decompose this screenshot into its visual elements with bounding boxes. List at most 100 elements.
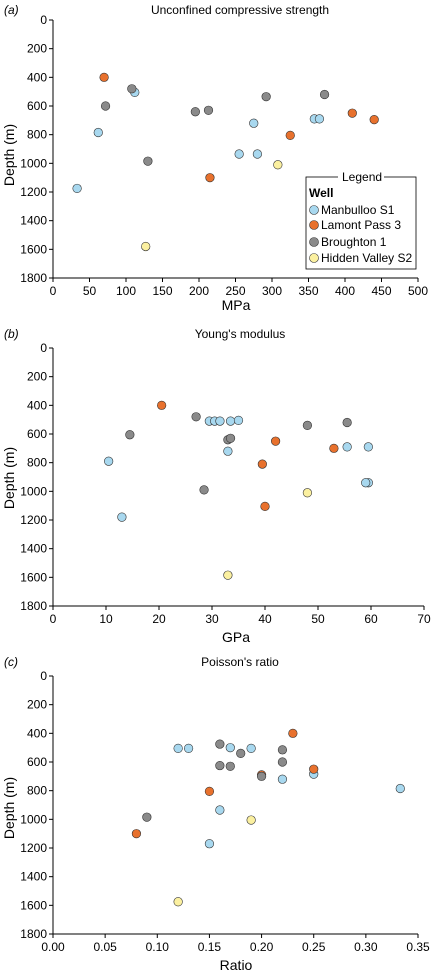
x-tick-label: 0 xyxy=(50,612,57,626)
point-manbulloo-s1 xyxy=(173,743,183,753)
point-broughton-1 xyxy=(302,420,313,431)
point-manbulloo-s1 xyxy=(204,839,215,849)
x-tick-label: 0.05 xyxy=(93,940,117,954)
x-tick-label: 350 xyxy=(298,284,318,298)
point-manbulloo-s1 xyxy=(225,743,235,753)
panel-c-xlabel: Ratio xyxy=(220,957,253,973)
point-manbulloo-s1 xyxy=(72,183,82,194)
x-tick-label: 70 xyxy=(417,612,431,626)
y-tick-label: 200 xyxy=(27,42,47,56)
y-tick-label: 1400 xyxy=(20,870,47,884)
y-tick-label: 1800 xyxy=(20,599,47,613)
legend-marker-hidden-valley xyxy=(309,253,319,263)
y-tick-label: 1000 xyxy=(20,812,47,826)
y-tick-label: 400 xyxy=(27,70,47,84)
panel-c-ylabel: Depth (m) xyxy=(1,777,17,839)
point-hidden-valley-s2 xyxy=(273,160,283,170)
point-manbulloo-s1 xyxy=(233,415,244,425)
legend-label-lamont: Lamont Pass 3 xyxy=(321,218,401,232)
point-broughton-1 xyxy=(143,156,153,166)
point-lamont-pass-3 xyxy=(271,436,281,446)
point-broughton-1 xyxy=(125,430,135,440)
point-manbulloo-s1 xyxy=(395,783,405,794)
point-manbulloo-s1 xyxy=(225,416,236,426)
point-broughton-1 xyxy=(190,107,200,117)
legend-marker-lamont xyxy=(309,220,319,230)
y-tick-label: 0 xyxy=(40,341,47,355)
y-tick-label: 1600 xyxy=(20,898,47,912)
y-tick-label: 200 xyxy=(27,698,47,712)
y-tick-label: 1400 xyxy=(20,542,47,556)
x-tick-label: 0.10 xyxy=(146,940,170,954)
point-manbulloo-s1 xyxy=(246,743,256,753)
x-tick-label: 300 xyxy=(262,284,282,298)
y-tick-label: 400 xyxy=(27,398,47,412)
panel-c-label: (c) xyxy=(4,655,18,669)
panel-c: Poisson's ratio (c) Ratio Depth (m) 0 200… xyxy=(1,655,430,973)
point-lamont-pass-3 xyxy=(329,443,339,453)
point-manbulloo-s1 xyxy=(93,127,103,138)
point-manbulloo-s1 xyxy=(183,743,194,753)
point-lamont-pass-3 xyxy=(157,400,167,410)
point-manbulloo-s1 xyxy=(117,512,127,522)
point-lamont-pass-3 xyxy=(347,108,357,118)
panel-c-title: Poisson's ratio xyxy=(201,655,279,669)
point-broughton-1 xyxy=(215,739,225,749)
point-lamont-pass-3 xyxy=(257,459,267,469)
y-tick-label: 800 xyxy=(27,784,47,798)
point-lamont-pass-3 xyxy=(369,115,379,125)
point-manbulloo-s1 xyxy=(342,442,352,452)
x-tick-label: 0 xyxy=(50,284,57,298)
point-lamont-pass-3 xyxy=(99,72,109,82)
x-tick-label: 450 xyxy=(371,284,391,298)
y-tick-label: 200 xyxy=(27,370,47,384)
panel-a-label: (a) xyxy=(4,3,19,17)
legend: Legend Well Manbulloo S1 Lamont Pass 3 B… xyxy=(305,170,417,270)
x-tick-label: 10 xyxy=(99,612,113,626)
y-tick-label: 1800 xyxy=(20,271,47,285)
y-tick-label: 1000 xyxy=(20,484,47,498)
x-tick-label: 40 xyxy=(258,612,272,626)
legend-marker-broughton xyxy=(309,237,319,247)
y-tick-label: 1400 xyxy=(20,214,47,228)
point-hidden-valley-s2 xyxy=(302,488,313,498)
point-manbulloo-s1 xyxy=(277,774,288,784)
y-tick-label: 600 xyxy=(27,99,47,113)
point-lamont-pass-3 xyxy=(205,173,215,183)
legend-title-mask xyxy=(338,170,384,184)
point-hidden-valley-s2 xyxy=(141,241,151,252)
panel-b: Young's modulus (b) GPa Depth (m) 020040… xyxy=(1,327,431,645)
point-manbulloo-s1 xyxy=(234,149,244,159)
point-manbulloo-s1 xyxy=(361,478,371,488)
panel-b-label: (b) xyxy=(4,327,19,341)
x-tick-label: 50 xyxy=(311,612,325,626)
point-lamont-pass-3 xyxy=(288,728,298,738)
panel-b-ylabel: Depth (m) xyxy=(1,447,17,509)
point-broughton-1 xyxy=(236,748,246,759)
y-tick-label: 800 xyxy=(27,456,47,470)
y-tick-label: 0 xyxy=(40,669,47,683)
point-broughton-1 xyxy=(256,771,267,781)
x-tick-label: 500 xyxy=(408,284,428,298)
x-tick-label: 20 xyxy=(152,612,166,626)
point-manbulloo-s1 xyxy=(314,114,325,124)
panel-a: Unconfined compressive strength (a) MPa … xyxy=(1,3,428,313)
legend-heading: Well xyxy=(309,186,333,200)
point-broughton-1 xyxy=(203,105,214,115)
y-tick-label: 1600 xyxy=(20,242,47,256)
panel-a-title: Unconfined compressive strength xyxy=(151,3,329,17)
y-tick-label: 1600 xyxy=(20,570,47,584)
point-hidden-valley-s2 xyxy=(173,897,183,907)
x-tick-label: 200 xyxy=(189,284,209,298)
point-manbulloo-s1 xyxy=(215,805,225,815)
point-broughton-1 xyxy=(342,417,352,428)
point-lamont-pass-3 xyxy=(204,786,215,796)
point-broughton-1 xyxy=(225,433,236,443)
x-tick-label: 0.35 xyxy=(406,940,430,954)
x-tick-label: 50 xyxy=(83,284,97,298)
point-hidden-valley-s2 xyxy=(223,570,233,580)
x-tick-label: 0.30 xyxy=(354,940,378,954)
y-tick-label: 1200 xyxy=(20,841,47,855)
point-manbulloo-s1 xyxy=(223,446,233,456)
